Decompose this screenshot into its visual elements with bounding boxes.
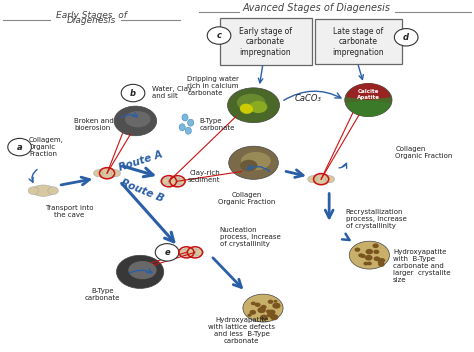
Circle shape bbox=[378, 260, 384, 265]
Text: Late stage of
carbonate
impregnation: Late stage of carbonate impregnation bbox=[333, 27, 384, 57]
Text: b: b bbox=[130, 89, 136, 98]
Ellipse shape bbox=[185, 127, 191, 134]
Circle shape bbox=[373, 244, 379, 248]
Circle shape bbox=[358, 253, 364, 257]
Text: Clay-rich
sediment: Clay-rich sediment bbox=[188, 170, 220, 183]
Ellipse shape bbox=[164, 176, 183, 186]
Ellipse shape bbox=[188, 119, 194, 126]
Wedge shape bbox=[346, 100, 391, 117]
Ellipse shape bbox=[240, 103, 253, 114]
Circle shape bbox=[249, 310, 256, 315]
Circle shape bbox=[394, 29, 418, 46]
Circle shape bbox=[360, 254, 366, 258]
Circle shape bbox=[374, 250, 379, 254]
FancyBboxPatch shape bbox=[219, 18, 312, 65]
Circle shape bbox=[178, 249, 187, 256]
Text: B-Type
carbonate: B-Type carbonate bbox=[199, 118, 235, 131]
Ellipse shape bbox=[249, 101, 267, 113]
Text: Route A: Route A bbox=[118, 149, 164, 173]
Text: Diagenesis: Diagenesis bbox=[67, 17, 116, 25]
Ellipse shape bbox=[240, 160, 257, 171]
Circle shape bbox=[270, 314, 278, 320]
Text: Hydroxyapatite
with  B-Type
carbonate and
larger  crystalite
size: Hydroxyapatite with B-Type carbonate and… bbox=[393, 249, 450, 283]
Circle shape bbox=[261, 305, 267, 309]
Ellipse shape bbox=[117, 255, 164, 288]
Text: Route B: Route B bbox=[119, 177, 165, 204]
Circle shape bbox=[155, 244, 179, 261]
Circle shape bbox=[364, 262, 369, 265]
Ellipse shape bbox=[349, 241, 390, 269]
Text: Collagen
Organic Fraction: Collagen Organic Fraction bbox=[218, 193, 275, 206]
Ellipse shape bbox=[237, 94, 265, 111]
Circle shape bbox=[161, 178, 169, 184]
Circle shape bbox=[207, 27, 231, 44]
Text: Apatite: Apatite bbox=[357, 95, 380, 100]
Text: Calcite: Calcite bbox=[358, 89, 379, 94]
Circle shape bbox=[378, 259, 384, 263]
Text: Collagen
Organic Fraction: Collagen Organic Fraction bbox=[395, 146, 453, 159]
Ellipse shape bbox=[243, 294, 283, 322]
Text: Hydroxyapatite
with lattice defects
and less  B-Type
carbonate: Hydroxyapatite with lattice defects and … bbox=[208, 317, 275, 344]
Text: Collagem,
Organic
Fraction: Collagem, Organic Fraction bbox=[29, 137, 64, 157]
Ellipse shape bbox=[241, 152, 271, 170]
Circle shape bbox=[260, 315, 268, 321]
Circle shape bbox=[374, 256, 380, 261]
Text: Avanced Stages of Diagenesis: Avanced Stages of Diagenesis bbox=[242, 4, 391, 13]
Circle shape bbox=[251, 302, 256, 305]
Text: B-Type
carbonate: B-Type carbonate bbox=[85, 288, 120, 301]
Ellipse shape bbox=[182, 114, 188, 121]
Text: Early stage of
carbonate
impregnation: Early stage of carbonate impregnation bbox=[239, 27, 292, 57]
Circle shape bbox=[379, 258, 385, 263]
Ellipse shape bbox=[114, 106, 156, 136]
FancyBboxPatch shape bbox=[315, 19, 402, 64]
Circle shape bbox=[48, 187, 58, 195]
Text: Broken and
bioerosion: Broken and bioerosion bbox=[74, 118, 114, 131]
Circle shape bbox=[195, 249, 203, 256]
Circle shape bbox=[325, 176, 335, 183]
Text: Recrystallization
process, Increase
of crystallinity: Recrystallization process, Increase of c… bbox=[346, 208, 406, 228]
Circle shape bbox=[365, 249, 373, 254]
Circle shape bbox=[177, 178, 186, 184]
Ellipse shape bbox=[345, 83, 392, 117]
Circle shape bbox=[268, 300, 273, 304]
Circle shape bbox=[121, 84, 145, 102]
Circle shape bbox=[257, 307, 266, 313]
Circle shape bbox=[266, 309, 272, 313]
Circle shape bbox=[255, 303, 261, 307]
Circle shape bbox=[267, 312, 274, 318]
Ellipse shape bbox=[228, 88, 280, 123]
Ellipse shape bbox=[97, 168, 117, 178]
Circle shape bbox=[93, 170, 103, 177]
Text: c: c bbox=[217, 31, 221, 40]
Circle shape bbox=[378, 262, 385, 267]
Ellipse shape bbox=[32, 185, 55, 196]
Text: a: a bbox=[17, 143, 22, 152]
Ellipse shape bbox=[179, 124, 185, 131]
Text: Dripping water
rich in calcium
carbonate: Dripping water rich in calcium carbonate bbox=[187, 76, 239, 96]
Circle shape bbox=[272, 303, 281, 309]
Circle shape bbox=[273, 300, 277, 303]
Text: Water, Clay
and silt: Water, Clay and silt bbox=[152, 86, 192, 99]
Circle shape bbox=[111, 170, 120, 177]
Circle shape bbox=[247, 314, 252, 317]
Text: Transport into
the cave: Transport into the cave bbox=[45, 205, 93, 218]
Text: Early Stages  of: Early Stages of bbox=[56, 11, 127, 20]
Circle shape bbox=[8, 138, 31, 156]
Ellipse shape bbox=[128, 261, 156, 279]
Circle shape bbox=[28, 187, 38, 195]
Ellipse shape bbox=[181, 247, 201, 257]
Text: Nucleation
process, Increase
of crystallinity: Nucleation process, Increase of crystall… bbox=[219, 227, 280, 247]
Text: d: d bbox=[403, 33, 409, 42]
Ellipse shape bbox=[229, 146, 278, 179]
Circle shape bbox=[355, 247, 360, 252]
Circle shape bbox=[367, 262, 372, 265]
Circle shape bbox=[268, 309, 275, 315]
Ellipse shape bbox=[311, 174, 331, 184]
Ellipse shape bbox=[125, 111, 151, 127]
Text: CaCO₃: CaCO₃ bbox=[295, 94, 321, 103]
Text: e: e bbox=[164, 248, 170, 257]
Circle shape bbox=[365, 255, 373, 260]
Circle shape bbox=[308, 176, 317, 183]
Wedge shape bbox=[346, 83, 391, 100]
